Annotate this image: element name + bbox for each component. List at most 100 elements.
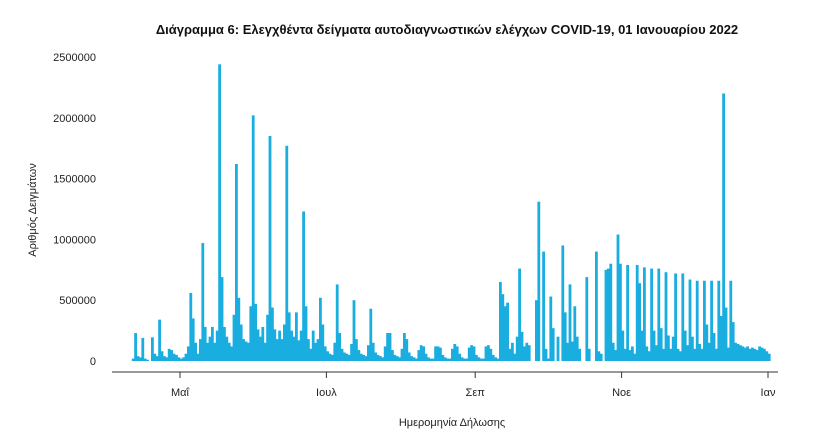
bar — [187, 346, 190, 361]
bar — [383, 346, 387, 361]
bar — [686, 345, 689, 361]
bar — [328, 353, 332, 361]
bar — [463, 358, 466, 361]
bar — [566, 342, 569, 361]
bar — [422, 346, 425, 361]
bar — [731, 322, 735, 361]
bar — [458, 353, 461, 361]
bar — [506, 302, 509, 361]
bar — [501, 294, 505, 361]
bar — [266, 314, 269, 361]
bars — [131, 64, 771, 362]
bar — [439, 347, 442, 361]
bar — [273, 329, 277, 361]
bar — [170, 350, 173, 361]
bar — [239, 324, 243, 361]
bar — [369, 308, 373, 361]
y-tick-label: 2500000 — [53, 52, 96, 64]
bar — [244, 341, 248, 361]
x-axis: Μαΐ Ιουλ Σεπ Νοε Ιαν — [171, 372, 776, 399]
bar — [290, 330, 293, 361]
bar — [213, 342, 217, 361]
bar — [352, 300, 356, 361]
bar — [643, 267, 646, 361]
bar — [719, 316, 723, 361]
bar — [338, 333, 341, 361]
bar — [146, 359, 149, 361]
bar — [655, 345, 658, 361]
x-tick-label: Ιουλ — [316, 387, 337, 399]
bar — [280, 339, 284, 361]
bar — [727, 347, 730, 361]
bar — [460, 357, 464, 361]
bar — [489, 348, 493, 361]
bar — [218, 64, 221, 362]
bar — [578, 348, 581, 361]
bar — [160, 351, 164, 361]
x-tick-label: Νοε — [612, 387, 631, 399]
bar — [357, 350, 361, 361]
bar — [511, 342, 514, 361]
bar — [455, 346, 459, 361]
bar — [223, 326, 226, 361]
bar — [254, 303, 257, 361]
bar — [139, 357, 142, 361]
bar — [453, 343, 457, 361]
bar — [760, 347, 764, 361]
bar — [225, 336, 229, 361]
bar — [525, 342, 529, 361]
bar — [628, 350, 632, 361]
bar — [182, 357, 185, 361]
bar — [544, 348, 548, 361]
bar — [652, 330, 656, 361]
bar — [427, 357, 430, 361]
bar — [374, 352, 377, 361]
bar — [611, 342, 615, 361]
bar — [412, 357, 416, 361]
bar — [319, 297, 322, 361]
bar — [403, 333, 406, 361]
x-tick-label: Μαΐ — [171, 387, 190, 399]
bar — [314, 342, 317, 361]
bar — [335, 284, 339, 361]
bar — [746, 346, 749, 361]
bar — [415, 358, 418, 361]
bar — [165, 357, 169, 361]
bar — [271, 307, 274, 361]
bar — [633, 353, 637, 361]
bar — [595, 251, 598, 361]
bar — [693, 348, 697, 361]
bar — [175, 354, 178, 361]
bar — [242, 339, 245, 361]
bar — [362, 354, 365, 361]
bar — [487, 345, 490, 361]
bar — [163, 356, 166, 361]
bar — [331, 354, 334, 361]
bar — [635, 264, 639, 361]
bar — [597, 351, 601, 361]
bar — [705, 324, 709, 361]
chart-title: Διάγραμμα 6: Ελεγχθέντα δείγματα αυτοδια… — [156, 22, 738, 37]
bar — [573, 306, 577, 361]
bar — [475, 354, 478, 361]
bar — [184, 353, 188, 361]
bar — [381, 357, 385, 361]
bar — [155, 356, 159, 361]
bar — [640, 330, 644, 361]
bar — [520, 331, 524, 361]
bar — [645, 346, 649, 361]
bar — [523, 346, 526, 361]
bar — [256, 329, 260, 361]
bar — [626, 264, 629, 361]
bar — [395, 356, 399, 361]
bar — [477, 357, 481, 361]
bar — [215, 330, 219, 361]
bar — [758, 346, 761, 361]
bar — [211, 326, 214, 361]
bar — [316, 339, 320, 361]
bar — [283, 324, 286, 361]
bar — [609, 263, 613, 361]
bar — [765, 351, 769, 361]
bar — [542, 251, 545, 361]
bar — [410, 356, 413, 361]
